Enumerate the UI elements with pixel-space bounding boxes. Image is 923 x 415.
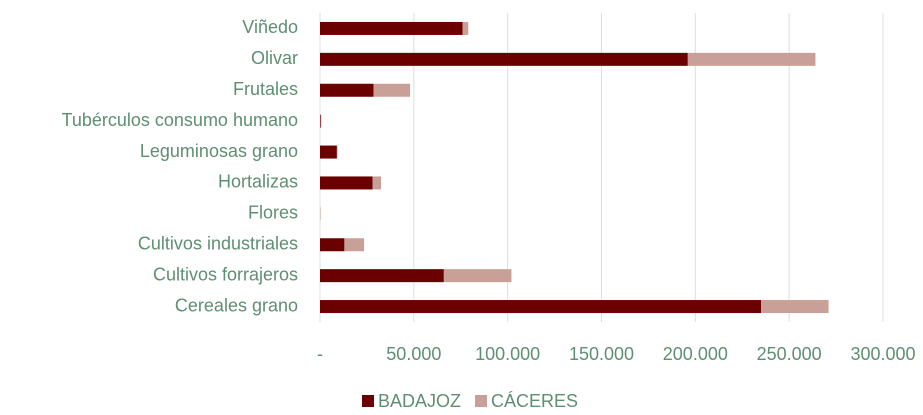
x-tick-label: 100.000	[475, 344, 540, 364]
legend-swatch	[475, 395, 488, 407]
x-tick-label: 150.000	[569, 344, 634, 364]
y-tick-label: Leguminosas grano	[140, 141, 298, 161]
y-tick-label: Frutales	[233, 79, 298, 99]
legend-label: BADAJOZ	[378, 391, 461, 411]
x-tick-label: -	[317, 344, 323, 364]
legend-swatch	[362, 395, 374, 407]
y-tick-label: Flores	[248, 203, 298, 223]
x-tick-label: 300.000	[850, 344, 915, 364]
bar	[462, 21, 469, 35]
y-tick-label: Cultivos forrajeros	[153, 264, 298, 284]
bar	[336, 145, 338, 159]
bar	[344, 238, 365, 252]
y-tick-label: Olivar	[251, 48, 298, 68]
y-tick-label: Hortalizas	[218, 172, 298, 192]
y-tick-label: Cereales grano	[175, 295, 298, 315]
bar	[320, 145, 337, 159]
y-tick-label: Cultivos industriales	[138, 234, 298, 254]
legend-label: CÁCERES	[491, 391, 578, 411]
bar	[372, 176, 381, 190]
x-tick-label: 200.000	[663, 344, 728, 364]
bar	[687, 52, 816, 66]
bar	[443, 269, 512, 283]
bar	[320, 114, 322, 128]
bar	[320, 83, 374, 97]
bar	[320, 238, 345, 252]
bar	[320, 269, 444, 283]
bar	[761, 300, 829, 314]
bar	[320, 176, 373, 190]
bar	[320, 114, 321, 128]
bar	[320, 300, 762, 314]
bar	[320, 21, 463, 35]
x-tick-label: 250.000	[757, 344, 822, 364]
y-tick-label: Tubérculos consumo humano	[62, 110, 298, 130]
x-tick-label: 50.000	[386, 344, 441, 364]
bar	[373, 83, 411, 97]
bar	[320, 52, 688, 66]
y-tick-label: Viñedo	[242, 17, 298, 37]
